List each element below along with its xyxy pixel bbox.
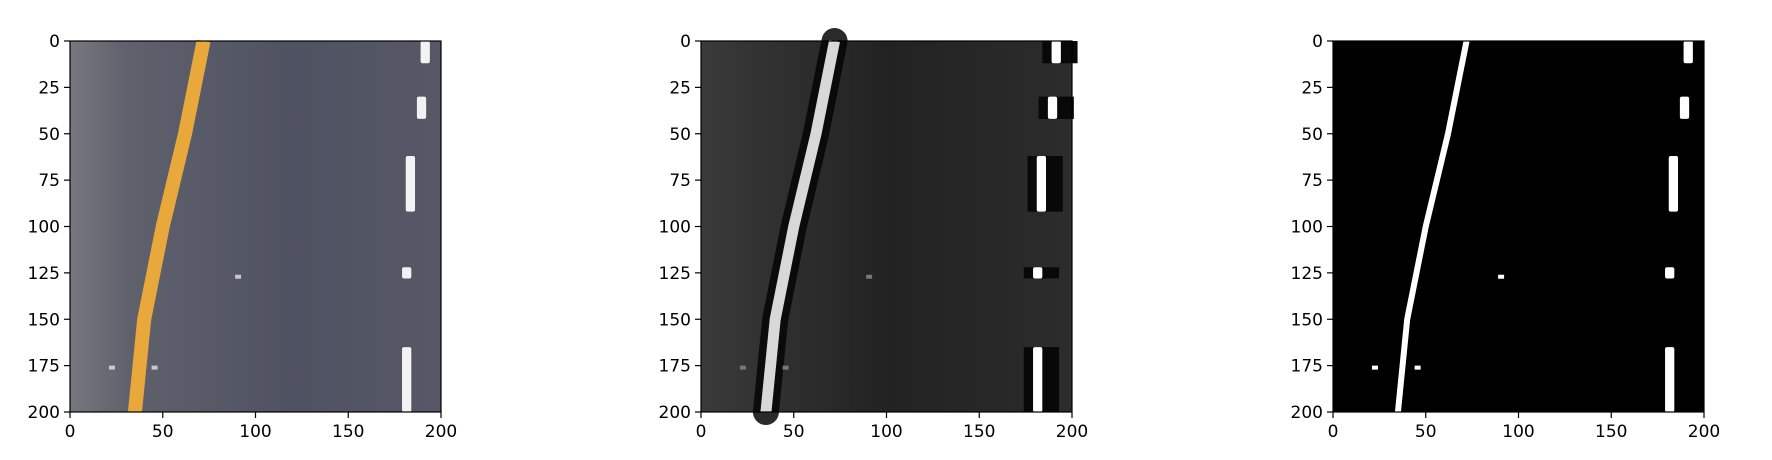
y-tick-label: 100 (28, 218, 60, 238)
y-tick-label: 150 (28, 310, 60, 330)
right-lane-dash (1036, 156, 1047, 212)
right-lane-dash (1665, 347, 1675, 412)
right-lane-dash (402, 347, 412, 412)
y-tick-label: 200 (659, 403, 691, 423)
speck (151, 365, 158, 370)
right-lane-dash (405, 156, 416, 212)
right-lane-dash (1033, 347, 1043, 412)
x-tick-label: 200 (1688, 422, 1720, 442)
x-tick-label: 100 (1502, 422, 1534, 442)
y-tick-label: 0 (680, 32, 691, 52)
left-lane-line (1394, 40, 1470, 413)
y-tick-label: 100 (659, 218, 691, 238)
x-tick-label: 150 (1595, 422, 1627, 442)
y-tick-label: 125 (659, 264, 691, 284)
x-tick-label: 200 (425, 422, 457, 442)
right-lane-dash (1051, 41, 1061, 64)
speck (1371, 365, 1378, 370)
y-tick-label: 175 (28, 357, 60, 377)
right-lane-dash (420, 41, 430, 64)
y-tick-label: 75 (38, 171, 60, 191)
x-tick-label: 0 (1328, 422, 1339, 442)
right-lane-dash (1033, 267, 1043, 279)
y-tick-label: 0 (49, 32, 60, 52)
image-area (701, 41, 1072, 412)
y-tick-label: 25 (669, 78, 691, 98)
right-lane-dash (1679, 96, 1690, 119)
x-tick-label: 150 (963, 422, 995, 442)
image-area (70, 41, 441, 412)
y-tick-label: 50 (38, 125, 60, 145)
x-tick-label: 0 (696, 422, 707, 442)
y-tick-label: 175 (659, 357, 691, 377)
x-tick-label: 50 (1415, 422, 1437, 442)
x-tick-label: 150 (332, 422, 364, 442)
right-lane-dash (416, 96, 427, 119)
y-tick-label: 25 (38, 78, 60, 98)
y-tick-label: 75 (1301, 171, 1323, 191)
x-tick-label: 50 (152, 422, 174, 442)
y-tick-label: 125 (1291, 264, 1323, 284)
speck (1414, 365, 1421, 370)
y-tick-label: 200 (1291, 403, 1323, 423)
speck (866, 274, 873, 279)
x-tick-label: 50 (783, 422, 805, 442)
speck (1498, 274, 1505, 279)
y-tick-label: 50 (1301, 125, 1323, 145)
left-lane-line (127, 39, 211, 413)
y-tick-label: 125 (28, 264, 60, 284)
right-lane-dash (1665, 267, 1675, 279)
left-lane-line (760, 39, 840, 413)
right-lane-dash (1683, 41, 1693, 64)
y-tick-label: 150 (1291, 310, 1323, 330)
x-tick-label: 100 (239, 422, 271, 442)
speck (739, 365, 746, 370)
x-tick-label: 0 (65, 422, 76, 442)
right-lane-dash (1668, 156, 1679, 212)
y-tick-label: 175 (1291, 357, 1323, 377)
y-tick-label: 200 (28, 403, 60, 423)
image-area (1333, 41, 1704, 412)
speck (235, 274, 242, 279)
speck (108, 365, 115, 370)
x-tick-label: 100 (870, 422, 902, 442)
right-lane-dash (402, 267, 412, 279)
y-tick-label: 150 (659, 310, 691, 330)
y-tick-label: 25 (1301, 78, 1323, 98)
x-tick-label: 200 (1056, 422, 1088, 442)
y-tick-label: 0 (1312, 32, 1323, 52)
speck (782, 365, 789, 370)
y-tick-label: 75 (669, 171, 691, 191)
y-tick-label: 100 (1291, 218, 1323, 238)
y-tick-label: 50 (669, 125, 691, 145)
right-lane-dash (1047, 96, 1058, 119)
